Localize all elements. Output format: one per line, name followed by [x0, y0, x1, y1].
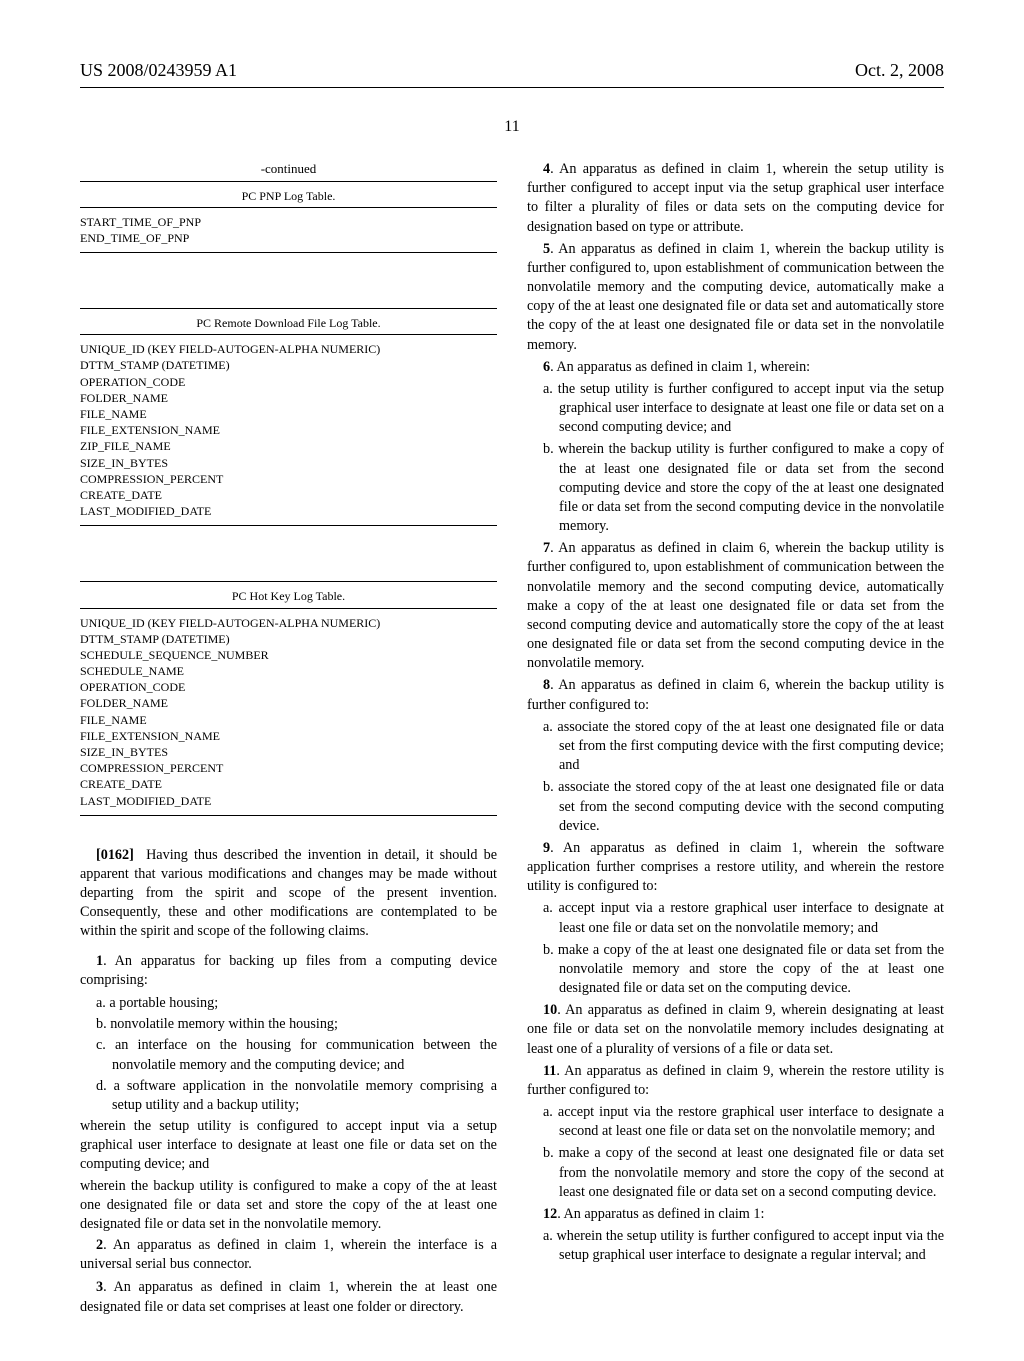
two-column-layout: -continued PC PNP Log Table. START_TIME_… [80, 160, 944, 1321]
claim-6-a: a. the setup utility is further configur… [527, 380, 944, 438]
table-hotkey-log: PC Hot Key Log Table. UNIQUE_ID (KEY FIE… [80, 581, 497, 815]
claim-6-b: b. wherein the backup utility is further… [527, 440, 944, 536]
table-title: PC Hot Key Log Table. [80, 581, 497, 607]
claim-text: . An apparatus as defined in claim 6, wh… [527, 540, 944, 671]
claim-text: . An apparatus as defined in claim 1, wh… [527, 161, 944, 235]
claim-8-b: b. associate the stored copy of the at l… [527, 778, 944, 836]
claim-text: . An apparatus for backing up files from… [80, 953, 497, 988]
table-pnp-log: -continued PC PNP Log Table. START_TIME_… [80, 160, 497, 253]
para-label: [0162] [96, 847, 134, 863]
table-title: PC PNP Log Table. [80, 181, 497, 207]
claim-9-a: a. accept input via a restore graphical … [527, 899, 944, 937]
claim-9: 9. An apparatus as defined in claim 1, w… [527, 839, 944, 897]
claim-11: 11. An apparatus as defined in claim 9, … [527, 1062, 944, 1100]
claim-5: 5. An apparatus as defined in claim 1, w… [527, 240, 944, 355]
publication-number: US 2008/0243959 A1 [80, 60, 237, 81]
table-rows: UNIQUE_ID (KEY FIELD-AUTOGEN-ALPHA NUMER… [80, 608, 497, 816]
claim-12-a: a. wherein the setup utility is further … [527, 1227, 944, 1265]
claim-3: 3. An apparatus as defined in claim 1, w… [80, 1278, 497, 1316]
claim-text: . An apparatus as defined in claim 1, wh… [80, 1279, 497, 1314]
table-rows: UNIQUE_ID (KEY FIELD-AUTOGEN-ALPHA NUMER… [80, 334, 497, 526]
claim-1-c: c. an interface on the housing for commu… [80, 1036, 497, 1074]
continued-label: -continued [80, 160, 497, 178]
paragraph-0162: [0162] Having thus described the inventi… [80, 846, 497, 942]
claim-7: 7. An apparatus as defined in claim 6, w… [527, 539, 944, 673]
claim-number: 10 [543, 1002, 557, 1018]
left-column: -continued PC PNP Log Table. START_TIME_… [80, 160, 497, 1321]
claim-text: . An apparatus as defined in claim 1, wh… [80, 1237, 497, 1272]
claim-1-wherein-1: wherein the setup utility is configured … [80, 1117, 497, 1175]
page-header: US 2008/0243959 A1 Oct. 2, 2008 [80, 60, 944, 81]
claim-text: . An apparatus as defined in claim 9, wh… [527, 1002, 944, 1056]
claim-number: 12 [543, 1206, 557, 1222]
claim-6: 6. An apparatus as defined in claim 1, w… [527, 358, 944, 377]
claim-1-b: b. nonvolatile memory within the housing… [80, 1015, 497, 1034]
claim-1-wherein-2: wherein the backup utility is configured… [80, 1177, 497, 1235]
claim-1-a: a. a portable housing; [80, 994, 497, 1013]
page-number: 11 [80, 118, 944, 136]
claim-12: 12. An apparatus as defined in claim 1: [527, 1205, 944, 1224]
patent-page: US 2008/0243959 A1 Oct. 2, 2008 11 -cont… [0, 0, 1024, 1361]
claim-4: 4. An apparatus as defined in claim 1, w… [527, 160, 944, 237]
claim-text: . An apparatus as defined in claim 9, wh… [527, 1063, 944, 1098]
claim-text: . An apparatus as defined in claim 1, wh… [527, 241, 944, 353]
table-remote-download: PC Remote Download File Log Table. UNIQU… [80, 308, 497, 526]
table-rows: START_TIME_OF_PNP END_TIME_OF_PNP [80, 207, 497, 253]
table-title: PC Remote Download File Log Table. [80, 308, 497, 334]
claim-8: 8. An apparatus as defined in claim 6, w… [527, 676, 944, 714]
claim-number: 11 [543, 1063, 556, 1079]
claim-2: 2. An apparatus as defined in claim 1, w… [80, 1236, 497, 1274]
claim-11-a: a. accept input via the restore graphica… [527, 1103, 944, 1141]
claim-text: . An apparatus as defined in claim 1: [557, 1206, 764, 1222]
claim-9-b: b. make a copy of the at least one desig… [527, 941, 944, 999]
claim-1-d: d. a software application in the nonvola… [80, 1077, 497, 1115]
claim-text: . An apparatus as defined in claim 1, wh… [550, 359, 810, 375]
claim-text: . An apparatus as defined in claim 6, wh… [527, 677, 944, 712]
header-rule [80, 87, 944, 88]
para-text: Having thus described the invention in d… [80, 847, 497, 940]
claim-text: . An apparatus as defined in claim 1, wh… [527, 840, 944, 894]
claim-8-a: a. associate the stored copy of the at l… [527, 718, 944, 776]
claim-1: 1. An apparatus for backing up files fro… [80, 952, 497, 990]
claim-11-b: b. make a copy of the second at least on… [527, 1144, 944, 1202]
right-column: 4. An apparatus as defined in claim 1, w… [527, 160, 944, 1321]
claim-10: 10. An apparatus as defined in claim 9, … [527, 1001, 944, 1059]
publication-date: Oct. 2, 2008 [855, 60, 944, 81]
